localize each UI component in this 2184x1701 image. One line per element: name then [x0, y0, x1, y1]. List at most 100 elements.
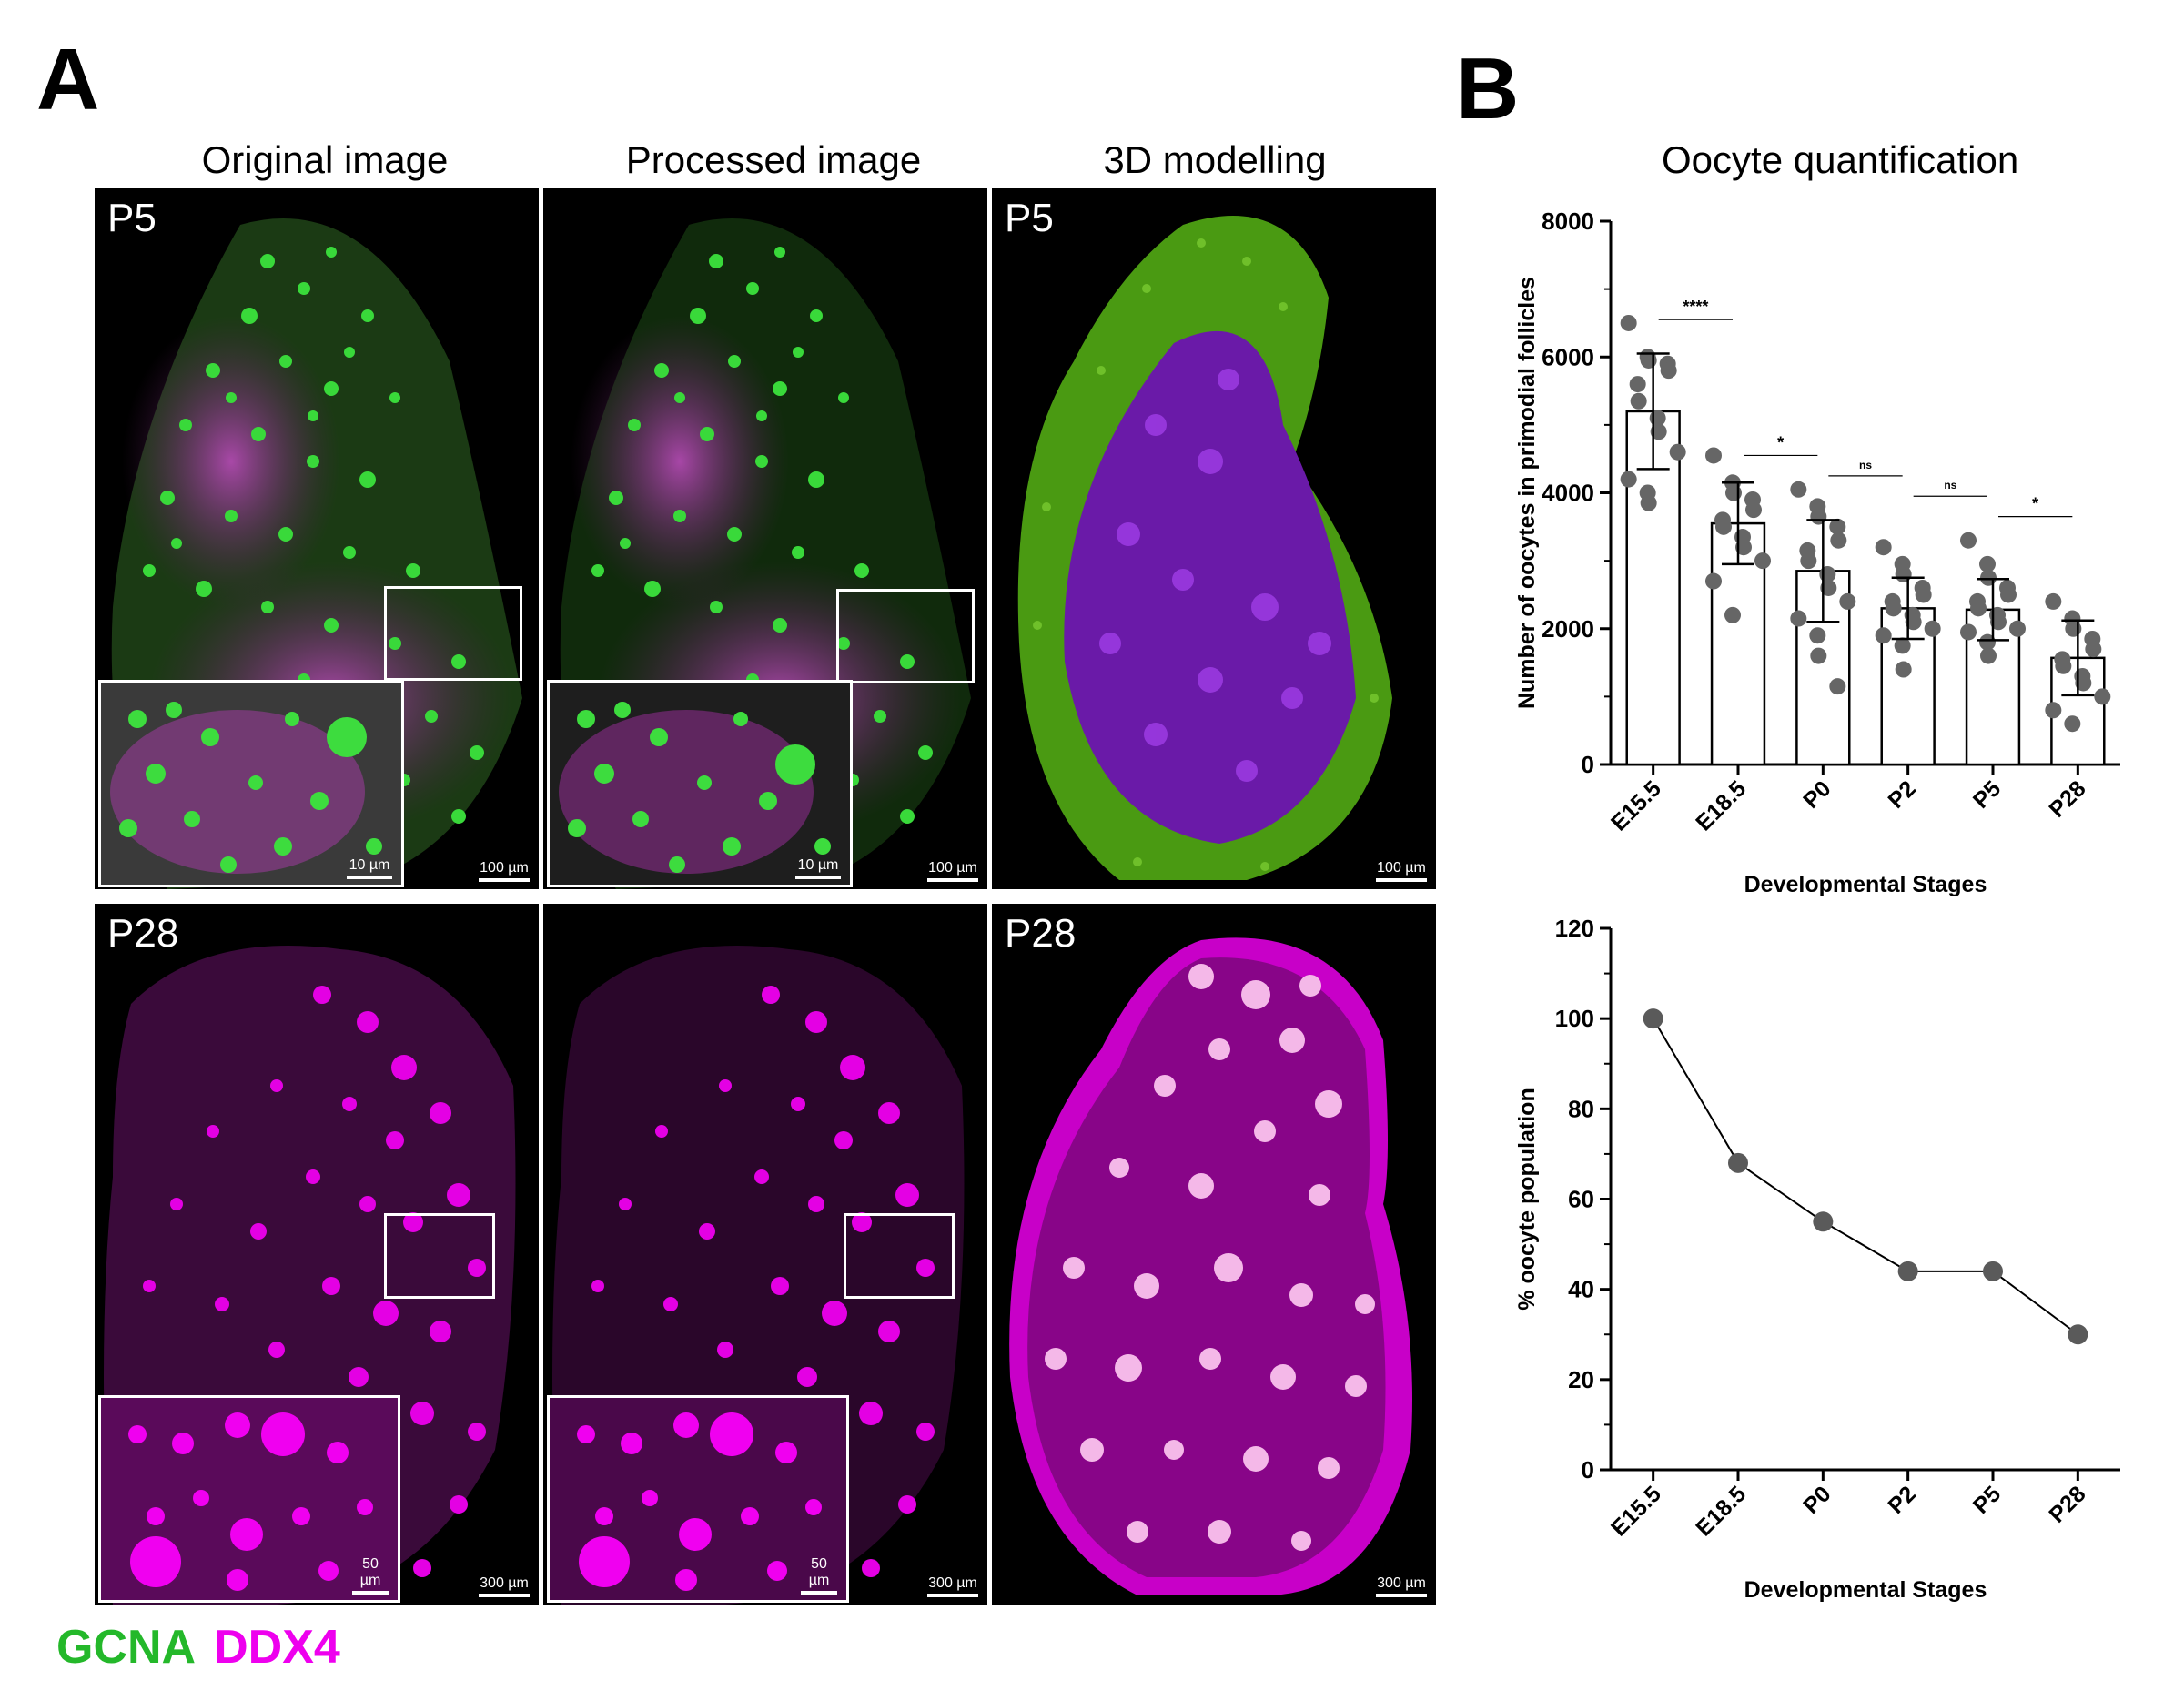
data-point-P2	[1897, 1261, 1918, 1281]
data-point	[1980, 647, 1997, 664]
data-point	[1980, 569, 1997, 586]
y-axis-label: % oocyte population	[1514, 1088, 1540, 1310]
micrograph-p5-processed: 10 µm 100 µm	[543, 188, 987, 889]
data-point	[1725, 484, 1742, 501]
data-point	[1895, 661, 1912, 678]
data-point	[2085, 641, 2102, 658]
data-point	[1960, 532, 1977, 549]
micrograph-p28-3d-model: P28 300 µm	[992, 904, 1436, 1605]
data-point	[1960, 623, 1977, 641]
significance-label: *	[2032, 495, 2038, 513]
scale-bar-line	[1376, 1594, 1427, 1597]
data-point	[1839, 592, 1856, 610]
scale-label: 300 µm	[480, 1575, 529, 1591]
inset-p5-original-image	[101, 683, 401, 885]
x-tick-label: P5	[1968, 775, 2006, 813]
scale-bar-p5-original: 100 µm	[479, 860, 530, 882]
data-point	[1829, 518, 1846, 535]
x-tick-label: E18.5	[1691, 775, 1751, 835]
data-point	[1669, 443, 1686, 461]
data-point	[2009, 620, 2026, 637]
significance-label: ns	[1944, 479, 1956, 491]
x-tick-label: E15.5	[1606, 775, 1666, 835]
x-tick-label: P2	[1883, 1481, 1920, 1518]
scale-label: 300 µm	[1377, 1575, 1426, 1591]
data-point	[1885, 600, 1902, 617]
scale-bar-inset-p5-original: 10 µm	[347, 857, 392, 879]
scale-bar-line	[1376, 878, 1427, 882]
data-point	[1915, 586, 1932, 603]
x-axis-label: Developmental Stages	[1744, 1577, 1987, 1603]
y-axis-label: Number of oocytes in primodial follicles	[1514, 277, 1540, 709]
data-point	[2065, 620, 2082, 637]
x-tick-label: P0	[1798, 1481, 1835, 1518]
data-point-E18.5	[1728, 1152, 1748, 1173]
x-tick-label: P5	[1968, 1481, 2006, 1518]
data-point	[1629, 376, 1646, 393]
scale-bar-inset-p28-processed: 50 µm	[801, 1556, 837, 1595]
x-tick-label: E18.5	[1691, 1481, 1751, 1541]
data-point-P5	[1983, 1261, 2003, 1281]
stage-label-p28-original: P28	[107, 911, 179, 956]
data-point	[2055, 657, 2072, 674]
data-point	[1810, 508, 1827, 525]
data-point	[1745, 501, 1762, 519]
scale-bar-p28-processed: 300 µm	[927, 1575, 978, 1597]
legend-ddx4: DDX4	[214, 1621, 340, 1674]
stage-label-p5-original: P5	[107, 196, 157, 240]
data-point	[1990, 613, 2007, 631]
legend-gcna: GCNA	[56, 1621, 197, 1674]
scale-bar-line	[927, 878, 978, 882]
zoom-box-p28-processed	[844, 1213, 955, 1299]
y-tick-label: 100	[1555, 1005, 1594, 1032]
y-tick-label: 8000	[1542, 208, 1594, 235]
channel-legend: GCNA DDX4	[56, 1620, 340, 1675]
y-tick-label: 40	[1568, 1276, 1594, 1303]
column-title-processed: Processed image	[625, 138, 922, 181]
data-point	[1809, 627, 1826, 644]
micrograph-p28-original: P28 50 µm 300 µm	[95, 904, 539, 1605]
data-point	[1790, 481, 1807, 498]
scale-bar-p28-3d: 300 µm	[1376, 1575, 1427, 1597]
scale-label: 100 µm	[480, 860, 529, 876]
scale-bar-line	[479, 878, 530, 882]
significance-label: ****	[1683, 298, 1708, 316]
data-point	[1970, 600, 1987, 617]
data-point	[1800, 552, 1817, 570]
inset-p28-original: 50 µm	[98, 1395, 400, 1603]
data-point	[1735, 539, 1752, 556]
data-point	[1650, 423, 1667, 440]
y-tick-label: 0	[1582, 751, 1594, 778]
x-axis-label: Developmental Stages	[1744, 872, 1987, 897]
data-point	[1705, 572, 1722, 590]
stage-label-p5-3d: P5	[1005, 196, 1054, 240]
stage-label-p28-3d: P28	[1005, 911, 1077, 956]
inset-p28-processed: 50 µm	[547, 1395, 849, 1603]
data-point	[1620, 471, 1637, 488]
scale-label: 100 µm	[1377, 860, 1426, 876]
significance-label: *	[1777, 433, 1784, 451]
x-tick-label: P0	[1798, 775, 1835, 813]
data-point-P28	[2068, 1324, 2088, 1345]
panel-letter-b: B	[1456, 40, 1520, 137]
bar-chart: 0 2000 4000 6000 8000 Number of oocytes in pr…	[1514, 208, 2120, 897]
inset-p5-processed: 10 µm	[547, 680, 853, 887]
data-point	[1790, 610, 1807, 627]
panel-letter-a: A	[36, 31, 100, 128]
data-point	[2000, 586, 2017, 603]
scale-bar-p5-3d: 100 µm	[1376, 860, 1427, 882]
data-point	[1875, 539, 1892, 556]
y-tick-label: 20	[1568, 1366, 1594, 1393]
y-tick-label: 4000	[1542, 480, 1594, 507]
data-point	[1894, 637, 1911, 654]
scale-bar-p28-original: 300 µm	[479, 1575, 530, 1597]
data-point	[1895, 566, 1912, 583]
data-point	[1640, 494, 1657, 511]
scale-label: 50 µm	[359, 1556, 381, 1588]
data-point	[1724, 606, 1741, 623]
y-tick-label: 2000	[1542, 615, 1594, 643]
x-tick-label: P2	[1883, 775, 1920, 813]
data-point	[1829, 678, 1846, 695]
x-tick-label: P28	[2044, 775, 2090, 822]
scale-bar-inset-p28-original: 50 µm	[352, 1556, 389, 1595]
